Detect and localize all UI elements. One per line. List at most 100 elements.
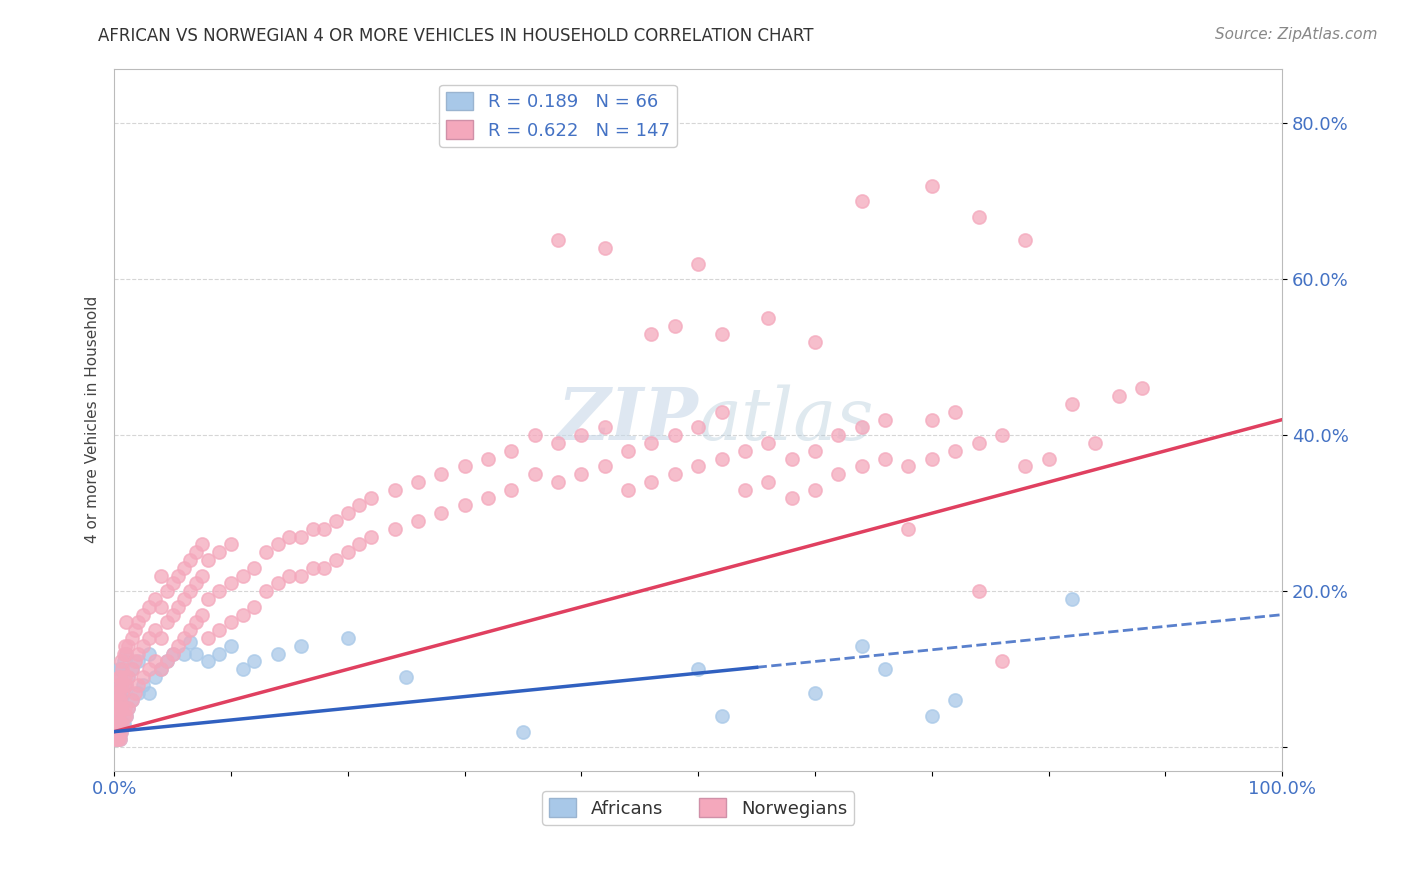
Point [105,717,128,731]
Point [105,686,128,700]
Y-axis label: 4 or more Vehicles in Household: 4 or more Vehicles in Household [86,296,100,543]
Point [143,624,166,638]
Point [827,428,849,442]
Point [897,459,920,474]
Point [104,701,127,715]
Point [108,686,131,700]
Point [110,678,132,692]
Point [349,537,371,551]
Point [184,576,207,591]
Point [710,326,733,341]
Point [105,709,128,723]
Point [112,655,135,669]
Point [325,514,347,528]
Point [512,724,534,739]
Point [664,467,686,482]
Point [219,576,242,591]
Point [104,717,127,731]
Point [108,724,131,739]
Point [314,561,336,575]
Point [991,428,1014,442]
Point [191,537,214,551]
Point [112,678,135,692]
Point [108,732,131,747]
Point [149,662,172,676]
Point [162,576,184,591]
Point [1014,233,1036,247]
Point [162,607,184,622]
Point [360,530,382,544]
Point [547,436,569,450]
Point [184,647,207,661]
Point [804,443,827,458]
Point [453,499,475,513]
Point [127,647,149,661]
Point [851,420,873,434]
Point [547,475,569,489]
Point [278,568,301,582]
Point [117,701,139,715]
Point [314,522,336,536]
Point [173,592,195,607]
Point [108,701,131,715]
Point [290,568,312,582]
Point [105,732,128,747]
Point [897,522,920,536]
Point [105,732,128,747]
Point [108,670,131,684]
Point [967,436,990,450]
Point [967,584,990,599]
Point [143,655,166,669]
Point [710,709,733,723]
Point [167,639,190,653]
Point [219,639,242,653]
Point [1108,389,1130,403]
Point [208,624,231,638]
Point [117,639,139,653]
Point [593,241,616,255]
Point [232,607,254,622]
Point [943,693,966,707]
Point [336,506,359,520]
Point [162,647,184,661]
Point [921,709,943,723]
Point [943,443,966,458]
Text: ZIP: ZIP [557,384,699,455]
Point [232,568,254,582]
Point [104,717,127,731]
Point [756,436,779,450]
Point [664,318,686,333]
Point [219,537,242,551]
Point [124,686,146,700]
Point [477,491,499,505]
Point [167,568,190,582]
Point [780,451,803,466]
Point [149,662,172,676]
Point [143,670,166,684]
Point [804,686,827,700]
Point [232,662,254,676]
Point [477,451,499,466]
Point [395,670,418,684]
Point [121,693,143,707]
Point [108,717,131,731]
Point [360,491,382,505]
Point [267,576,290,591]
Point [571,428,593,442]
Point [179,624,201,638]
Point [710,405,733,419]
Point [734,443,756,458]
Point [191,607,214,622]
Legend: Africans, Norwegians: Africans, Norwegians [543,791,855,825]
Point [1130,381,1153,395]
Point [115,647,138,661]
Point [107,717,129,731]
Point [780,491,803,505]
Point [197,631,219,645]
Text: AFRICAN VS NORWEGIAN 4 OR MORE VEHICLES IN HOUSEHOLD CORRELATION CHART: AFRICAN VS NORWEGIAN 4 OR MORE VEHICLES … [98,27,814,45]
Point [124,624,146,638]
Point [179,584,201,599]
Point [108,686,131,700]
Point [115,615,138,630]
Point [184,615,207,630]
